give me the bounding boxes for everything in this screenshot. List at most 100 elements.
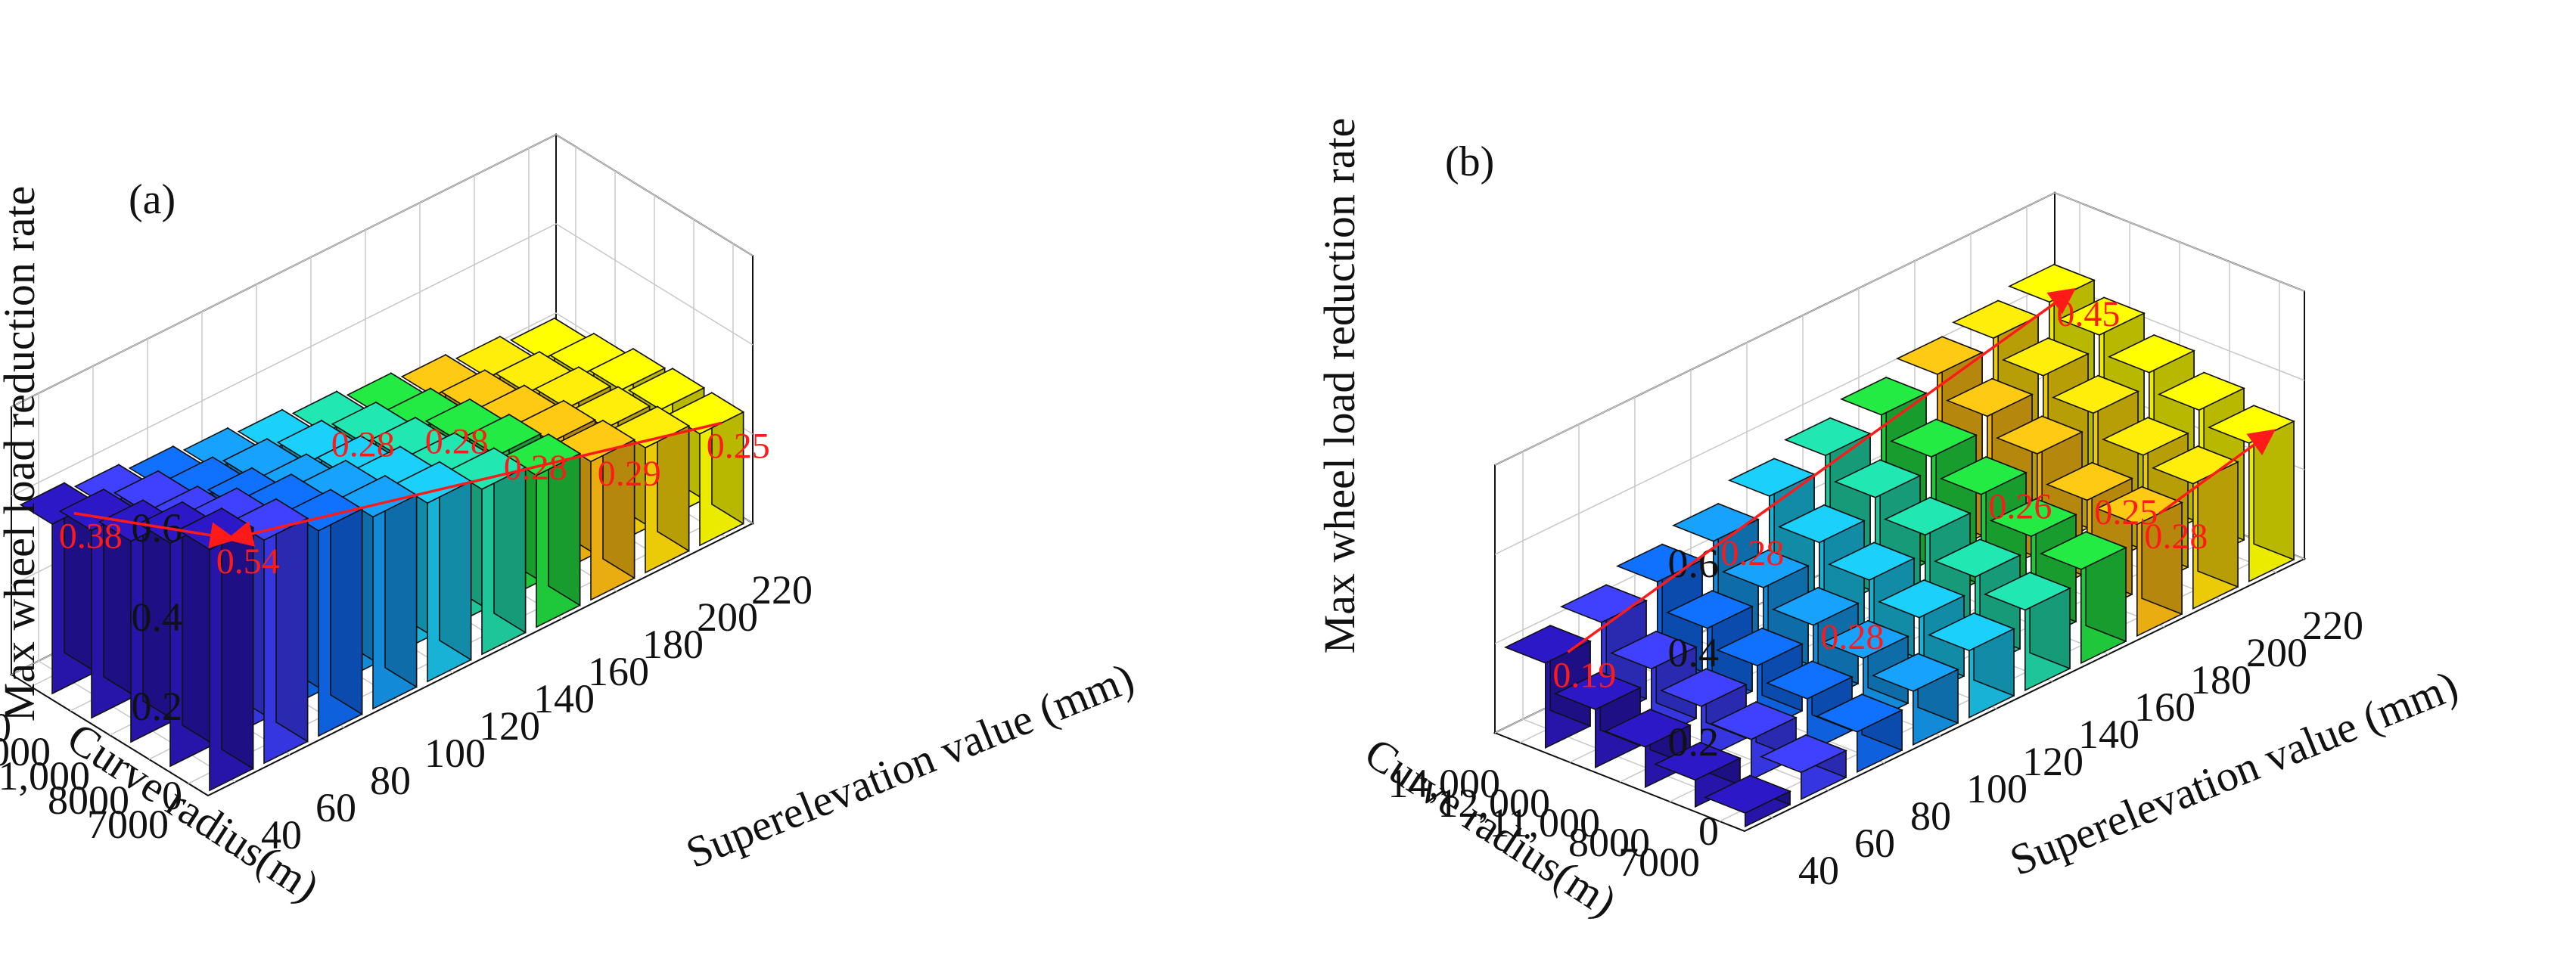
bar-top-face — [1840, 377, 1928, 416]
annotation-arrow — [225, 421, 722, 547]
x-tick-label: 100 — [1966, 766, 2028, 811]
bar-top-face — [2058, 296, 2146, 336]
z-tick-label: 0.2 — [1668, 719, 1720, 765]
x-tick-label: 220 — [2302, 603, 2363, 648]
bar-top-face — [1946, 377, 2034, 417]
bar — [1654, 741, 1742, 808]
value-annotation: 0.28 — [1720, 533, 1784, 573]
value-annotation: 0.28 — [2144, 517, 2208, 557]
panel-b-chart: 00.20.40.6406080100120140160180200220700… — [1315, 118, 2465, 926]
bar-top-face — [2108, 334, 2195, 374]
value-annotation: 0.25 — [707, 426, 770, 466]
bar-top-face — [1778, 504, 1866, 544]
bar-top-face — [1928, 612, 2015, 652]
bar-top-face — [1816, 693, 1903, 733]
bar-top-face — [2102, 417, 2189, 456]
bar — [1928, 612, 2015, 719]
bar-top-face — [464, 414, 542, 457]
z-axis-title: Max wheel load reduction rate — [1315, 118, 1364, 654]
bar-top-face — [1766, 660, 1854, 700]
value-annotation: 0.25 — [2094, 492, 2158, 532]
bar-top-face — [1934, 538, 2021, 578]
bar-top-face — [1704, 774, 1791, 814]
x-tick-label: 160 — [588, 649, 649, 694]
bar-top-face — [1666, 590, 1754, 629]
bar-top-face — [1784, 417, 1872, 457]
bar — [612, 405, 691, 574]
bar — [449, 447, 527, 656]
bar-top-face — [1710, 701, 1798, 740]
bar-top-face — [1996, 415, 2083, 455]
y-tick-label: 8000 — [1568, 820, 1650, 865]
value-annotation: 0.28 — [504, 448, 567, 488]
bar-top-face — [2152, 445, 2239, 485]
x-tick-label: 120 — [479, 703, 540, 749]
bar-top-face — [1772, 587, 1860, 626]
bar-top-face — [1716, 627, 1804, 667]
z-tick-label: 0.2 — [132, 684, 183, 729]
bar-top-face — [2158, 371, 2245, 411]
bar-top-face — [2040, 531, 2127, 570]
bar-top-face — [1896, 336, 1984, 375]
x-tick-label: 160 — [2134, 684, 2195, 730]
bar — [667, 391, 745, 547]
bar-side-face — [330, 488, 363, 715]
bar-top-face — [1990, 498, 2077, 538]
bar-top-face — [2008, 263, 2096, 303]
bar-top-face — [1504, 625, 1592, 664]
bar — [1760, 734, 1847, 801]
bars — [1504, 263, 2295, 828]
bar-top-face — [2096, 486, 2183, 526]
bar — [1816, 693, 1903, 774]
panel-label: (a) — [129, 176, 176, 223]
value-annotation: 0.28 — [331, 425, 395, 465]
value-annotation: 0.28 — [425, 422, 489, 462]
y-tick-label: 7000 — [87, 802, 169, 847]
x-tick-label: 80 — [1910, 793, 1951, 839]
panel-a-chart: 00.20.40.6406080100120140160180200220700… — [0, 133, 1141, 911]
bar-top-face — [1878, 579, 1965, 619]
y-tick-label: 14,000 — [0, 705, 11, 750]
z-tick-label: 0.4 — [132, 594, 183, 640]
z-gridline — [11, 223, 754, 497]
bar — [2152, 445, 2239, 610]
x-tick-label: 60 — [1854, 821, 1895, 866]
bar-top-face — [1984, 572, 2071, 611]
x-tick-label: 100 — [424, 731, 486, 776]
bar — [98, 498, 176, 743]
bar-top-face — [1884, 496, 1972, 536]
z-tick-label: 0.4 — [1668, 630, 1720, 675]
bar — [394, 461, 473, 683]
value-annotation: 0.19 — [1552, 655, 1616, 695]
bar-top-face — [1660, 668, 1748, 707]
value-annotation: 0.54 — [216, 541, 280, 582]
y-tick-label: 8000 — [48, 777, 129, 823]
z-tick-label: 0 — [1698, 808, 1719, 854]
bar-top-face — [1728, 458, 1816, 497]
x-tick-label: 60 — [315, 785, 356, 830]
bar-side-face — [275, 498, 309, 743]
bar-top-face — [627, 368, 706, 411]
value-annotation: 0.38 — [59, 517, 123, 557]
annotation-arrow — [73, 511, 237, 549]
x-tick-label: 180 — [2190, 657, 2251, 703]
z-gridline — [1494, 192, 2305, 466]
bar-top-face — [1654, 741, 1742, 781]
z-tick-label: 0 — [162, 773, 182, 818]
y-tick-label: 11,000 — [0, 753, 90, 799]
bar — [285, 488, 364, 737]
x-gridline — [1522, 451, 1773, 818]
bars — [19, 317, 745, 792]
bar — [58, 488, 137, 719]
bar — [558, 419, 636, 601]
x-tick-label: 40 — [1798, 848, 1839, 893]
value-annotation: 0.29 — [598, 454, 661, 494]
bar-top-face — [2002, 337, 2090, 377]
bar — [1872, 653, 1959, 746]
z-gridline — [11, 134, 754, 408]
bar-top-face — [1554, 671, 1642, 710]
value-annotation: 0.28 — [1820, 617, 1884, 657]
x-tick-label: 40 — [261, 812, 302, 858]
